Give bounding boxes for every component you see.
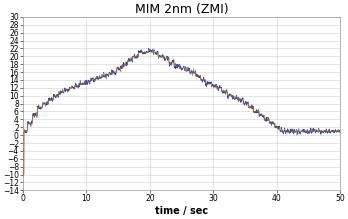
Title: MIM 2nm (ZMI): MIM 2nm (ZMI) (135, 3, 228, 16)
X-axis label: time / sec: time / sec (155, 206, 208, 216)
